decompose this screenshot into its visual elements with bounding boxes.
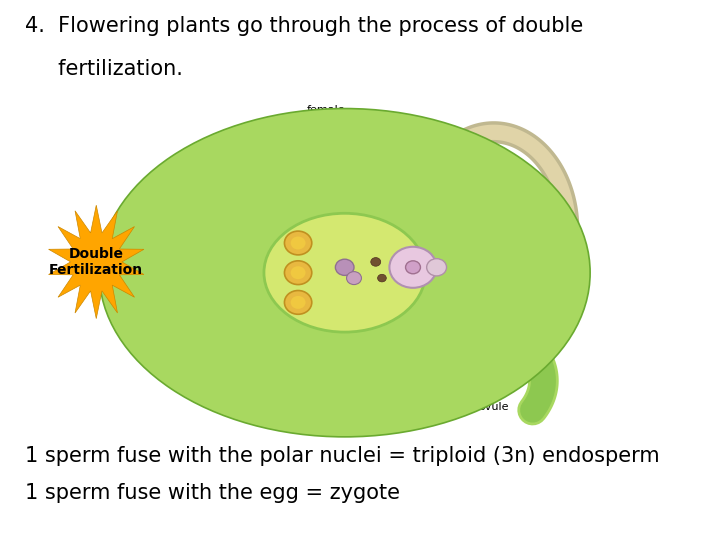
Text: egg: egg: [415, 187, 472, 244]
Polygon shape: [48, 205, 144, 319]
Circle shape: [390, 247, 436, 288]
Ellipse shape: [117, 120, 572, 425]
Text: ovule: ovule: [476, 356, 509, 413]
Text: 4.  Flowering plants go through the process of double: 4. Flowering plants go through the proce…: [25, 16, 583, 36]
Ellipse shape: [183, 138, 506, 408]
Circle shape: [284, 291, 312, 314]
Circle shape: [371, 258, 381, 266]
Circle shape: [427, 259, 446, 276]
Ellipse shape: [135, 132, 554, 413]
Ellipse shape: [277, 227, 413, 318]
Ellipse shape: [188, 168, 501, 377]
Circle shape: [284, 261, 312, 285]
Circle shape: [405, 261, 420, 274]
Ellipse shape: [259, 215, 431, 330]
Ellipse shape: [171, 156, 519, 389]
Ellipse shape: [224, 192, 466, 354]
Text: sperm: sperm: [380, 272, 431, 326]
Circle shape: [291, 296, 305, 309]
Text: Double
Fertilization: Double Fertilization: [49, 247, 143, 277]
Circle shape: [291, 266, 305, 279]
Circle shape: [336, 259, 354, 275]
Ellipse shape: [241, 204, 448, 342]
Ellipse shape: [99, 109, 590, 437]
Ellipse shape: [264, 213, 426, 332]
Text: polar nuclei: polar nuclei: [284, 275, 349, 353]
Ellipse shape: [153, 144, 537, 401]
Circle shape: [284, 231, 312, 255]
Text: 1 sperm fuse with the egg = zygote: 1 sperm fuse with the egg = zygote: [25, 483, 400, 503]
Ellipse shape: [206, 180, 484, 366]
Circle shape: [346, 272, 361, 285]
Text: 1 sperm fuse with the polar nuclei = triploid (3n) endosperm: 1 sperm fuse with the polar nuclei = tri…: [25, 446, 660, 465]
Text: female
gametophyte: female gametophyte: [289, 105, 364, 211]
Ellipse shape: [294, 239, 395, 306]
Text: fertilization.: fertilization.: [25, 59, 183, 79]
Circle shape: [291, 237, 305, 249]
Circle shape: [377, 274, 387, 282]
